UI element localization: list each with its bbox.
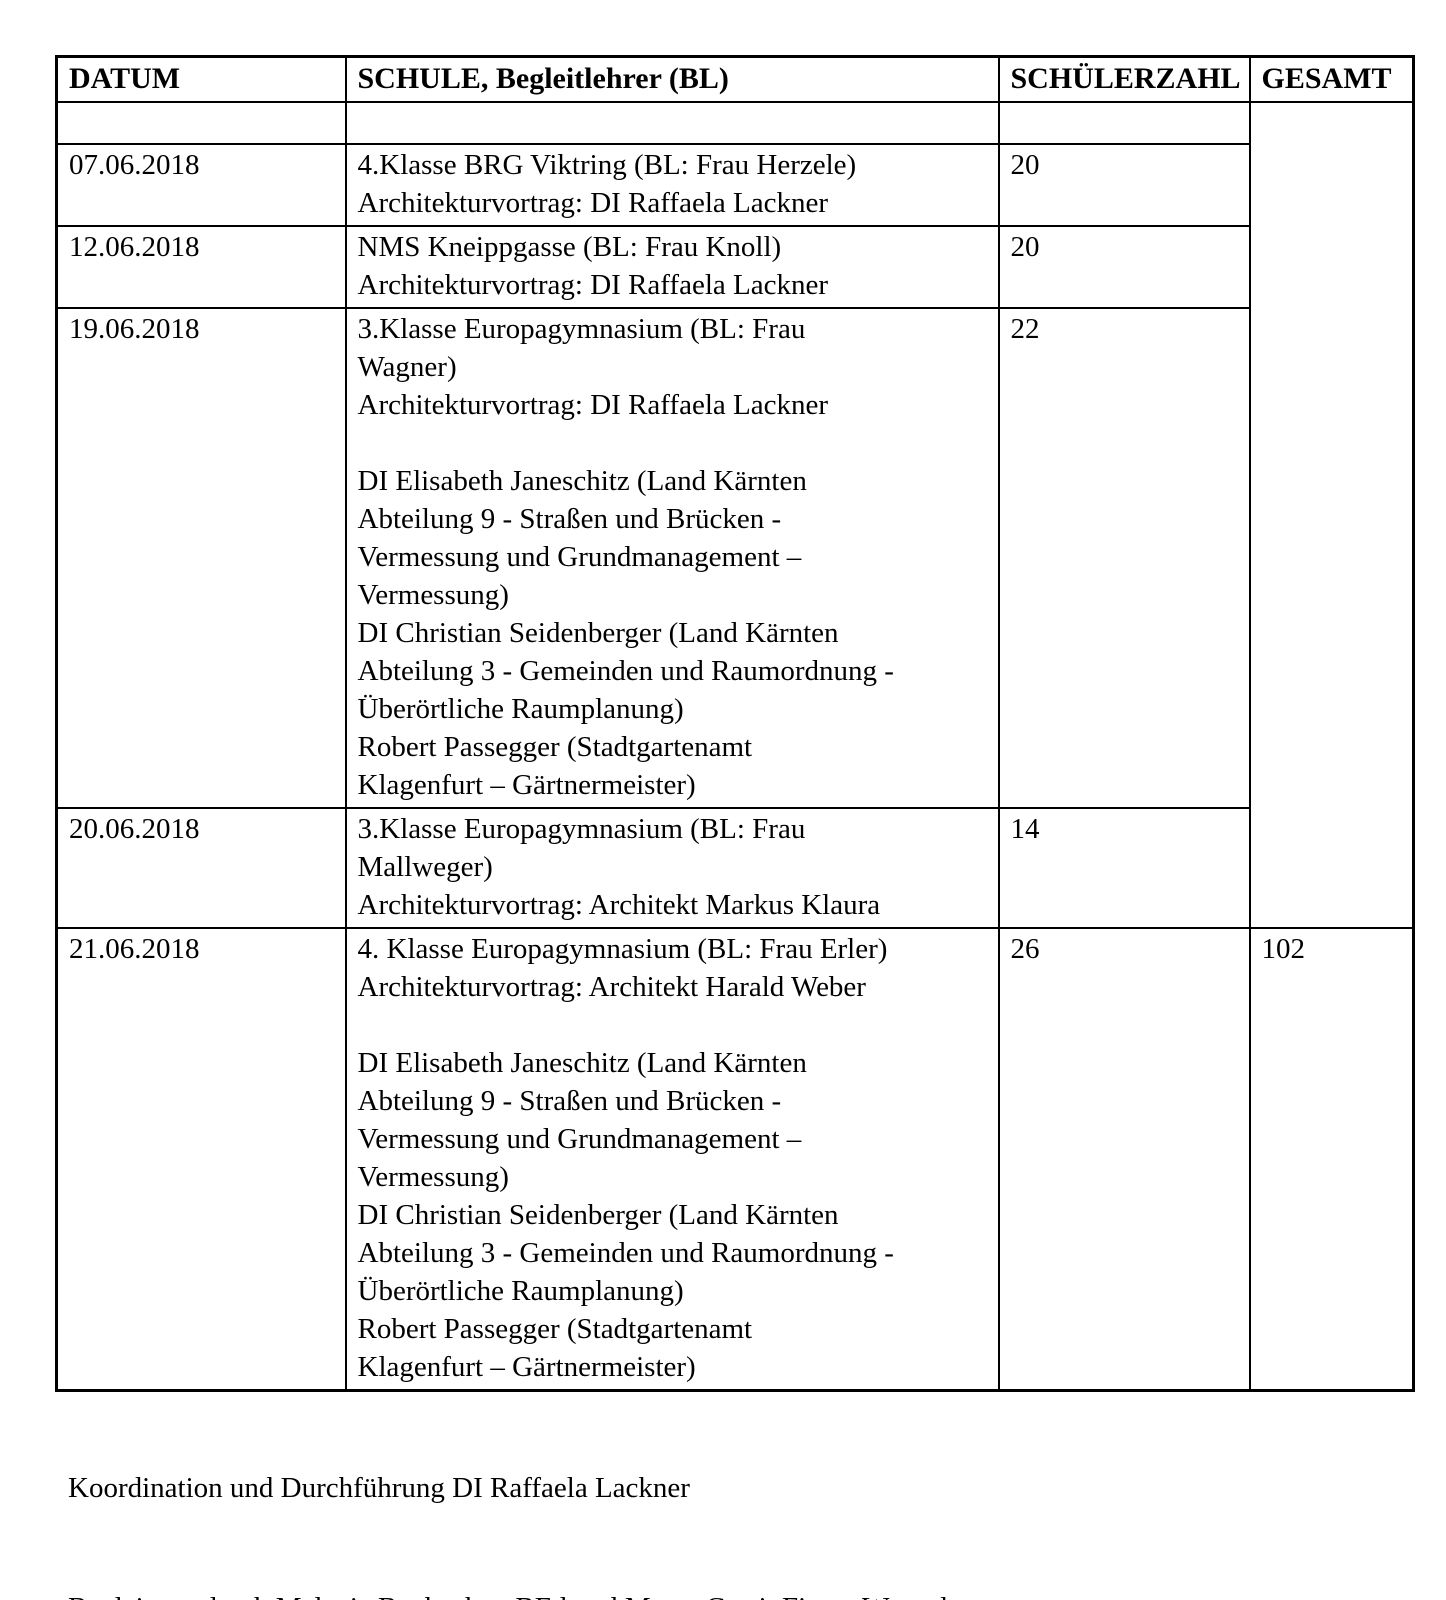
gesamt-merged-cell	[1248, 101, 1415, 929]
school-cell: 4. Klasse Europagymnasium (BL: Frau Erle…	[344, 927, 1000, 1392]
count-cell: 14	[997, 807, 1251, 929]
count-cell: 26	[997, 927, 1251, 1392]
count-cell: 20	[997, 143, 1251, 227]
col-header-datum: DATUM	[55, 55, 347, 103]
table-row: 21.06.2018 4. Klasse Europagymnasium (BL…	[55, 927, 1415, 1392]
date-cell	[55, 101, 347, 145]
col-header-schuelerzahl: SCHÜLERZAHL	[997, 55, 1251, 103]
table-row: 20.06.2018 3.Klasse Europagymnasium (BL:…	[55, 807, 1414, 929]
col-header-gesamt: GESAMT	[1248, 55, 1415, 103]
schedule-table: DATUM SCHULE, Begleitlehrer (BL) SCHÜLER…	[55, 55, 1415, 1392]
school-cell: 3.Klasse Europagymnasium (BL: Frau Mallw…	[344, 807, 1000, 929]
table-row: 07.06.2018 4.Klasse BRG Viktring (BL: Fr…	[55, 143, 1414, 227]
table-row: 12.06.2018 NMS Kneippgasse (BL: Frau Kno…	[55, 225, 1414, 309]
count-cell: 22	[997, 307, 1251, 809]
count-cell	[997, 101, 1251, 145]
table-row-empty	[55, 101, 1415, 929]
table-header-row: DATUM SCHULE, Begleitlehrer (BL) SCHÜLER…	[55, 55, 1415, 103]
school-cell: 4.Klasse BRG Viktring (BL: Frau Herzele)…	[344, 143, 1000, 227]
date-cell: 07.06.2018	[55, 143, 347, 227]
col-header-schule: SCHULE, Begleitlehrer (BL)	[344, 55, 1000, 103]
date-cell: 12.06.2018	[55, 225, 347, 309]
school-cell: NMS Kneippgasse (BL: Frau Knoll) Archite…	[344, 225, 1000, 309]
date-cell: 21.06.2018	[55, 927, 347, 1392]
footer-line-accompaniment: Begleitung durch Melanie Buchacher, BEd …	[68, 1588, 948, 1600]
footer-note: Koordination und Durchführung DI Raffael…	[68, 1388, 948, 1600]
table-row: 19.06.2018 3.Klasse Europagymnasium (BL:…	[55, 307, 1414, 809]
date-cell: 20.06.2018	[55, 807, 347, 929]
date-cell: 19.06.2018	[55, 307, 347, 809]
school-cell	[344, 101, 1000, 145]
gesamt-cell: 102	[1248, 927, 1415, 1392]
school-cell: 3.Klasse Europagymnasium (BL: Frau Wagne…	[344, 307, 1000, 809]
count-cell: 20	[997, 225, 1251, 309]
footer-line-coordination: Koordination und Durchführung DI Raffael…	[68, 1472, 690, 1504]
